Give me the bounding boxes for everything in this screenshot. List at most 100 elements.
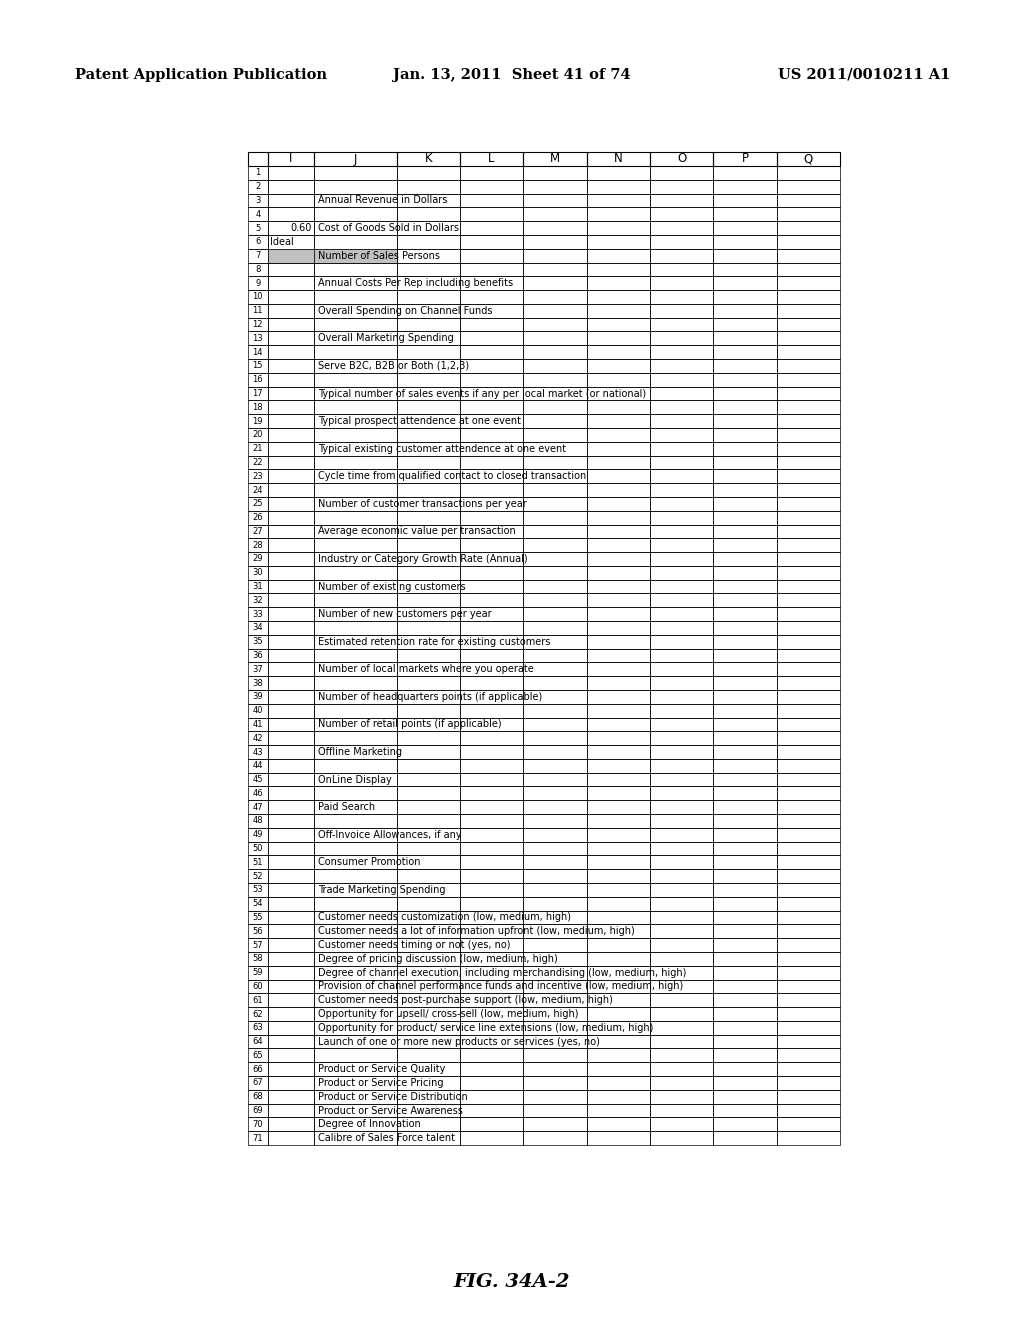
Bar: [650, 428, 714, 442]
Bar: [267, 676, 313, 690]
Bar: [248, 704, 267, 718]
Bar: [714, 222, 776, 235]
Bar: [248, 539, 267, 552]
Bar: [248, 1020, 267, 1035]
Bar: [267, 842, 313, 855]
Bar: [523, 470, 587, 483]
Bar: [587, 496, 650, 511]
Text: 46: 46: [253, 789, 263, 797]
Bar: [650, 870, 714, 883]
Bar: [248, 814, 267, 828]
Bar: [714, 1118, 776, 1131]
Bar: [587, 579, 650, 594]
Bar: [396, 552, 460, 566]
Bar: [267, 248, 313, 263]
Bar: [587, 428, 650, 442]
Bar: [396, 524, 460, 539]
Bar: [523, 372, 587, 387]
Bar: [396, 455, 460, 470]
Bar: [267, 620, 313, 635]
Bar: [248, 924, 267, 939]
Bar: [267, 470, 313, 483]
Bar: [776, 387, 840, 400]
Bar: [714, 676, 776, 690]
Bar: [313, 318, 396, 331]
Bar: [313, 759, 396, 772]
Bar: [267, 166, 313, 180]
Text: Patent Application Publication: Patent Application Publication: [75, 69, 327, 82]
Bar: [523, 1048, 587, 1063]
Bar: [523, 194, 587, 207]
Bar: [523, 304, 587, 318]
Bar: [248, 194, 267, 207]
Text: 11: 11: [253, 306, 263, 315]
Text: 8: 8: [255, 265, 260, 275]
Bar: [396, 607, 460, 620]
Bar: [714, 1035, 776, 1048]
Bar: [248, 1035, 267, 1048]
Bar: [248, 579, 267, 594]
Text: 41: 41: [253, 719, 263, 729]
Bar: [650, 966, 714, 979]
Bar: [523, 759, 587, 772]
Bar: [396, 744, 460, 759]
Bar: [523, 607, 587, 620]
Bar: [248, 290, 267, 304]
Bar: [396, 787, 460, 800]
Bar: [587, 166, 650, 180]
Bar: [248, 744, 267, 759]
Bar: [248, 483, 267, 496]
Text: 68: 68: [253, 1092, 263, 1101]
Bar: [248, 718, 267, 731]
Bar: [776, 896, 840, 911]
Bar: [460, 870, 523, 883]
Bar: [267, 414, 313, 428]
Bar: [313, 939, 396, 952]
Bar: [313, 166, 396, 180]
Bar: [523, 552, 587, 566]
Text: 3: 3: [255, 195, 260, 205]
Bar: [650, 939, 714, 952]
Text: 55: 55: [253, 913, 263, 921]
Bar: [650, 759, 714, 772]
Text: 47: 47: [253, 803, 263, 812]
Bar: [776, 304, 840, 318]
Bar: [587, 1063, 650, 1076]
Bar: [313, 870, 396, 883]
Bar: [776, 496, 840, 511]
Bar: [313, 814, 396, 828]
Bar: [650, 635, 714, 648]
Bar: [523, 1090, 587, 1104]
Text: Customer needs post-purchase support (low, medium, high): Customer needs post-purchase support (lo…: [317, 995, 612, 1006]
Text: Typical number of sales events if any per local market (or national): Typical number of sales events if any pe…: [317, 388, 646, 399]
Bar: [650, 800, 714, 814]
Bar: [776, 883, 840, 896]
Text: 38: 38: [253, 678, 263, 688]
Text: 25: 25: [253, 499, 263, 508]
Bar: [396, 511, 460, 524]
Bar: [776, 428, 840, 442]
Text: 61: 61: [253, 995, 263, 1005]
Bar: [396, 994, 460, 1007]
Bar: [523, 620, 587, 635]
Bar: [776, 400, 840, 414]
Text: 17: 17: [253, 389, 263, 399]
Bar: [313, 235, 396, 248]
Bar: [267, 331, 313, 346]
Bar: [714, 400, 776, 414]
Bar: [267, 607, 313, 620]
Bar: [267, 690, 313, 704]
Bar: [650, 896, 714, 911]
Bar: [313, 579, 396, 594]
Bar: [650, 414, 714, 428]
Bar: [714, 470, 776, 483]
Bar: [523, 539, 587, 552]
Text: 48: 48: [253, 817, 263, 825]
Bar: [313, 1076, 396, 1090]
Bar: [313, 1063, 396, 1076]
Bar: [714, 180, 776, 194]
Bar: [523, 648, 587, 663]
Bar: [650, 924, 714, 939]
Bar: [776, 855, 840, 870]
Text: L: L: [488, 153, 495, 165]
